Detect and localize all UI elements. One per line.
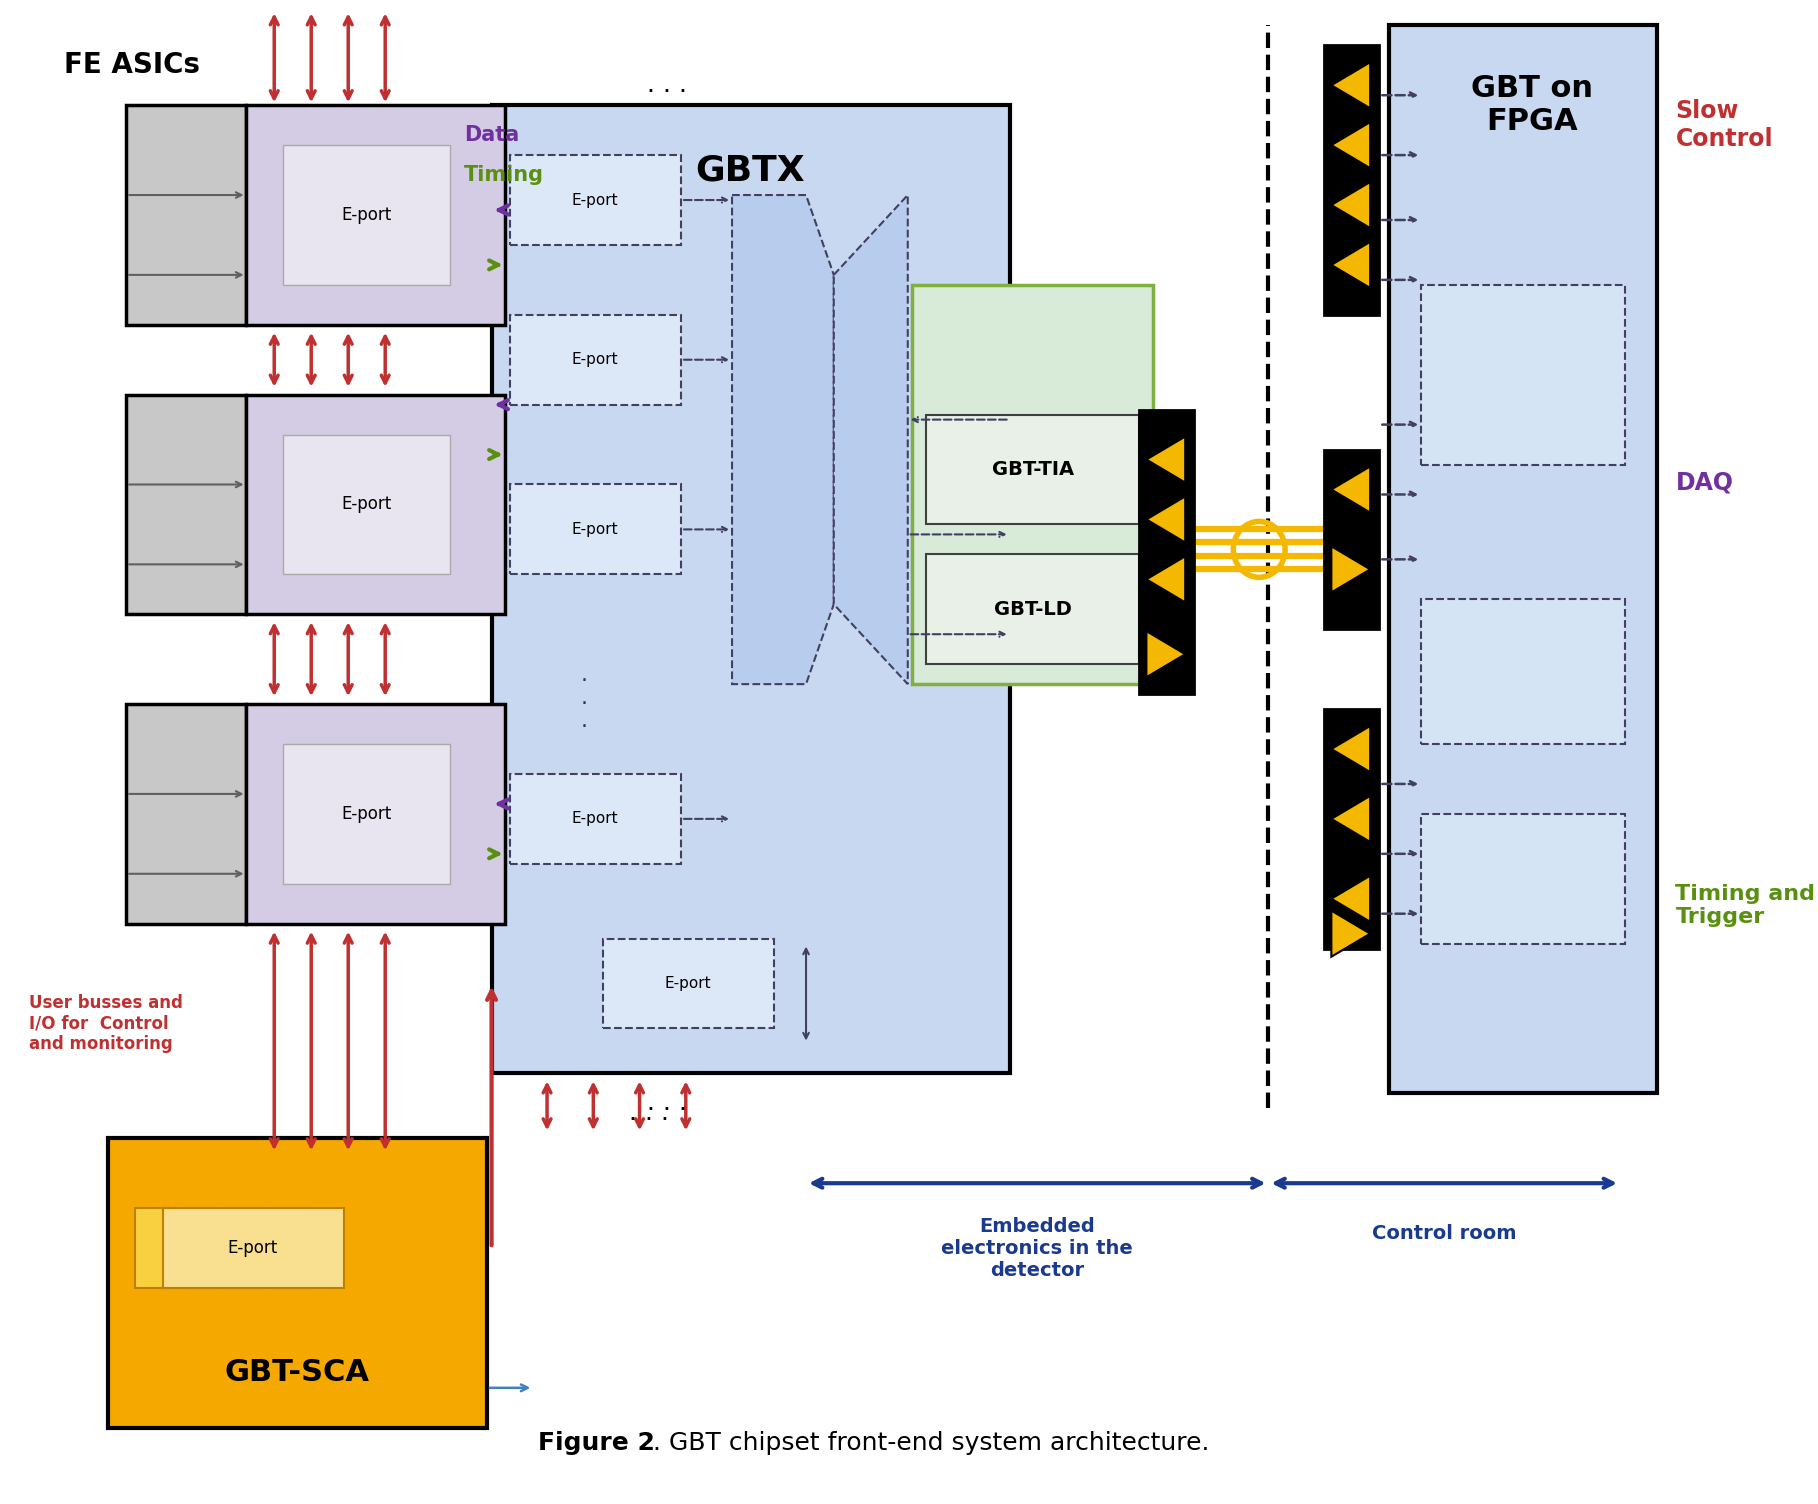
Bar	[227, 1208, 264, 1287]
Text: GBT on
FPGA: GBT on FPGA	[1471, 74, 1593, 137]
Bar	[913, 284, 1153, 684]
Text: GBT-SCA: GBT-SCA	[225, 1358, 369, 1387]
Bar	[511, 775, 682, 863]
Text: E-port: E-port	[573, 522, 618, 537]
Bar	[511, 155, 682, 245]
Text: E-port: E-port	[573, 811, 618, 826]
Text: ·
·
·: · · ·	[580, 671, 587, 737]
Polygon shape	[1147, 556, 1185, 603]
Polygon shape	[1331, 182, 1371, 229]
Bar	[1140, 409, 1194, 695]
Text: E-port: E-port	[342, 495, 393, 513]
Text: E-port: E-port	[342, 206, 393, 224]
Bar	[925, 415, 1140, 525]
Bar	[1324, 450, 1380, 629]
Polygon shape	[733, 196, 834, 684]
Bar	[164, 1208, 344, 1287]
Polygon shape	[1147, 632, 1185, 677]
Bar	[275, 1208, 309, 1287]
Bar	[284, 144, 449, 284]
Polygon shape	[1147, 496, 1185, 543]
Bar	[1324, 45, 1380, 314]
Bar	[1422, 284, 1625, 465]
Text: Embedded
electronics in the
detector: Embedded electronics in the detector	[942, 1217, 1133, 1280]
Polygon shape	[1331, 62, 1371, 108]
Text: . GBT chipset front-end system architecture.: . GBT chipset front-end system architect…	[653, 1430, 1211, 1454]
Polygon shape	[1331, 122, 1371, 168]
Text: GBT-TIA: GBT-TIA	[991, 460, 1074, 478]
Bar	[1324, 708, 1380, 949]
Polygon shape	[1331, 796, 1371, 842]
Bar	[602, 938, 774, 1029]
Polygon shape	[1331, 242, 1371, 287]
Text: Control room: Control room	[1373, 1224, 1516, 1242]
Text: DAQ: DAQ	[1676, 471, 1733, 495]
Text: . . .: . . .	[629, 1101, 669, 1125]
Text: Timing: Timing	[464, 165, 544, 185]
Polygon shape	[1331, 466, 1371, 513]
Bar	[125, 704, 247, 923]
Polygon shape	[1331, 726, 1371, 772]
Bar	[1389, 26, 1656, 1093]
Text: FE ASICs: FE ASICs	[64, 51, 200, 80]
Text: GBTX: GBTX	[696, 153, 805, 186]
Text: . . .: . . .	[647, 1092, 687, 1116]
Text: User busses and
I/O for  Control
and monitoring: User busses and I/O for Control and moni…	[29, 994, 184, 1053]
Bar	[1422, 599, 1625, 744]
Bar	[511, 314, 682, 405]
Bar	[182, 1208, 216, 1287]
Bar	[107, 1139, 487, 1427]
Text: Slow
Control: Slow Control	[1676, 99, 1773, 150]
Bar	[284, 435, 449, 575]
Text: GBT-LD: GBT-LD	[994, 600, 1071, 618]
Bar	[511, 484, 682, 575]
Bar	[284, 744, 449, 884]
Bar	[1422, 814, 1625, 943]
Polygon shape	[1331, 910, 1371, 957]
Bar	[925, 555, 1140, 665]
Text: Timing and
Trigger: Timing and Trigger	[1676, 884, 1816, 926]
Polygon shape	[834, 196, 907, 684]
Polygon shape	[1331, 875, 1371, 922]
Bar	[125, 105, 247, 325]
Text: . . .: . . .	[647, 74, 687, 98]
Bar	[491, 105, 1009, 1074]
Text: E-port: E-port	[664, 976, 711, 991]
Text: E-port: E-port	[227, 1239, 278, 1257]
Text: Figure 2: Figure 2	[538, 1430, 654, 1454]
Bar	[136, 1208, 171, 1287]
Polygon shape	[1331, 546, 1371, 593]
Bar	[247, 105, 505, 325]
Text: E-port: E-port	[573, 352, 618, 367]
Text: Data: Data	[464, 125, 520, 146]
Bar	[125, 394, 247, 614]
Bar	[247, 394, 505, 614]
Bar	[247, 704, 505, 923]
Text: E-port: E-port	[342, 805, 393, 823]
Text: E-port: E-port	[573, 193, 618, 208]
Polygon shape	[1147, 436, 1185, 483]
